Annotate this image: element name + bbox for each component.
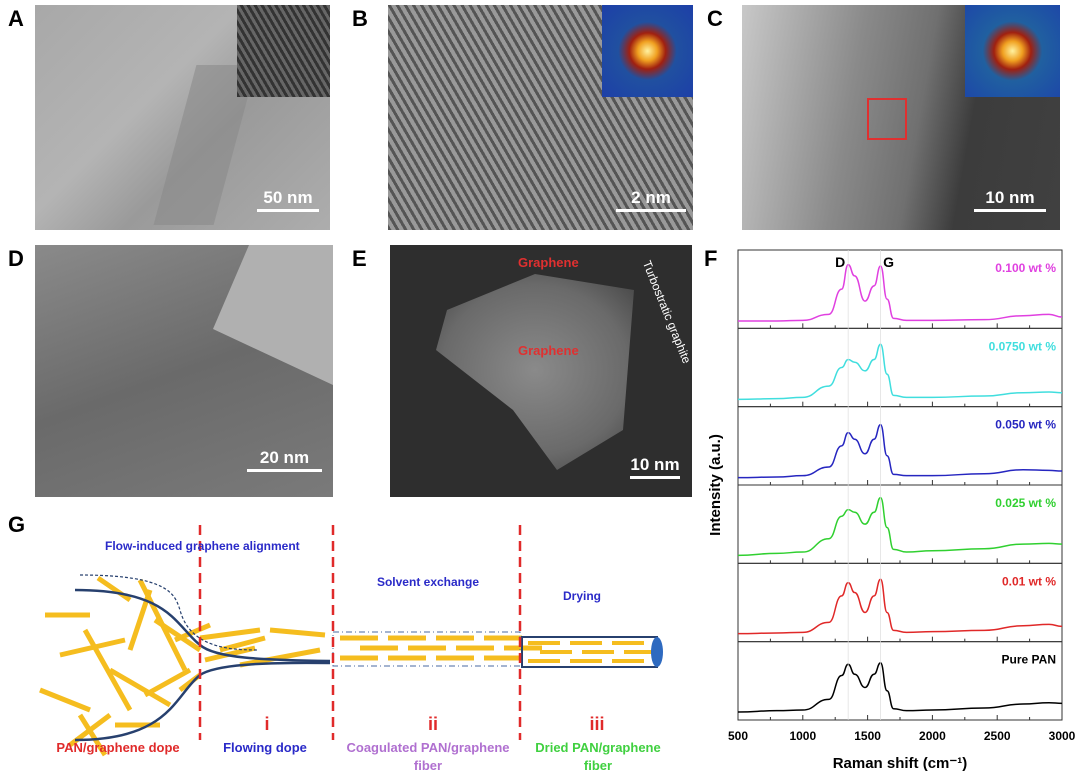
graphene-flake <box>239 647 321 668</box>
spectrum-line <box>737 343 1063 401</box>
panel-label-g: G <box>8 512 26 537</box>
series-label: 0.050 wt % <box>995 418 1056 432</box>
stage-numeral: ii <box>428 714 438 734</box>
scale-bar-text: 2 nm <box>631 188 671 207</box>
x-tick-label: 2500 <box>984 729 1011 743</box>
peak-label-g: G <box>883 254 894 270</box>
raman-chart: 0.100 wt % 0.0750 wt % 0.050 wt % 0.025 wt … <box>707 249 1076 772</box>
graphene-flake <box>436 274 634 470</box>
stage-caption: fiber <box>584 758 612 773</box>
lattice-inset <box>237 5 330 97</box>
graphene-flake <box>77 713 108 757</box>
scale-bar-text: 10 nm <box>985 188 1035 207</box>
spectrum-line <box>737 578 1063 635</box>
spectrum-line <box>737 662 1063 713</box>
stage-title: Drying <box>563 589 601 603</box>
graphene-flake <box>153 617 202 653</box>
x-tick-label: 2000 <box>919 729 946 743</box>
hrtem-image-c: 10 nm <box>742 5 1060 230</box>
graphene-flake <box>96 575 132 603</box>
spectrum-line <box>737 263 1063 322</box>
tem-image-d: 20 nm <box>35 245 333 497</box>
graphene-flake <box>174 622 211 643</box>
graphene-flake <box>269 627 326 638</box>
series-label: 0.100 wt % <box>995 261 1056 275</box>
panel-label-d: D <box>8 246 24 271</box>
series-label: 0.01 wt % <box>1002 574 1056 588</box>
scale-bar-text: 50 nm <box>263 188 313 207</box>
spectrum-line <box>737 423 1063 479</box>
spinning-schematic: Flow-induced graphene alignment Solvent e… <box>39 525 663 773</box>
hrtem-image-e: Graphene Graphene Turbostratic graphite … <box>390 245 692 497</box>
annotation-turbostratic-graphite: Turbostratic graphite <box>639 258 692 366</box>
background-region <box>213 245 333 385</box>
y-axis-label: Intensity (a.u.) <box>707 434 724 536</box>
stage-title: Flow-induced graphene alignment <box>105 539 300 553</box>
x-tick-label: 1500 <box>854 729 881 743</box>
stage-caption: Flowing dope <box>223 740 307 755</box>
coagulated-fiber <box>332 631 521 667</box>
panel-label-e: E <box>352 246 367 271</box>
series-label: Pure PAN <box>1002 653 1056 667</box>
graphene-flake <box>82 628 133 712</box>
x-tick-label: 500 <box>728 729 748 743</box>
scale-bar-b: 2 nm <box>616 188 686 212</box>
fft-inset-c <box>965 5 1060 97</box>
stage-caption: Coagulated PAN/graphene <box>346 740 509 755</box>
panel-label-b: B <box>352 6 368 31</box>
panel-label-a: A <box>8 6 24 31</box>
peak-label-d: D <box>835 254 845 270</box>
x-axis-label: Raman shift (cm⁻¹) <box>833 755 968 772</box>
fiber-end <box>651 637 663 667</box>
stage-numeral: i <box>264 714 269 734</box>
scale-bar-text: 20 nm <box>259 448 310 467</box>
x-tick-label: 3000 <box>1049 729 1076 743</box>
x-tick-label: 1000 <box>789 729 816 743</box>
graphene-flake <box>39 687 91 713</box>
fft-inset-b <box>602 5 693 97</box>
hrtem-image-b: 2 nm <box>388 5 693 230</box>
scale-bar-e: 10 nm <box>630 455 680 479</box>
stage-caption: PAN/graphene dope <box>56 740 179 755</box>
graphene-flake <box>143 667 192 698</box>
scale-bar-text: 10 nm <box>630 455 680 474</box>
annotation-graphene-center: Graphene <box>518 343 579 358</box>
stage-numeral: iii <box>589 714 604 734</box>
tem-image-a: 50 nm <box>35 5 330 230</box>
graphene-flake <box>108 667 172 708</box>
scale-bar-d: 20 nm <box>247 448 322 472</box>
stage-caption: fiber <box>414 758 442 773</box>
stage-caption: Dried PAN/graphene <box>535 740 660 755</box>
spectrum-line <box>737 496 1063 557</box>
series-label: 0.0750 wt % <box>989 339 1057 353</box>
panel-label-c: C <box>707 6 723 31</box>
stage-title: Solvent exchange <box>377 575 479 589</box>
scale-bar-a: 50 nm <box>257 188 319 212</box>
scale-bar-c: 10 nm <box>974 188 1046 212</box>
panel-label-f: F <box>704 246 718 271</box>
selection-box <box>867 98 907 140</box>
graphene-flake <box>199 627 261 641</box>
series-label: 0.025 wt % <box>995 496 1056 510</box>
annotation-graphene-top: Graphene <box>518 255 579 270</box>
graphene-flake <box>219 635 266 653</box>
